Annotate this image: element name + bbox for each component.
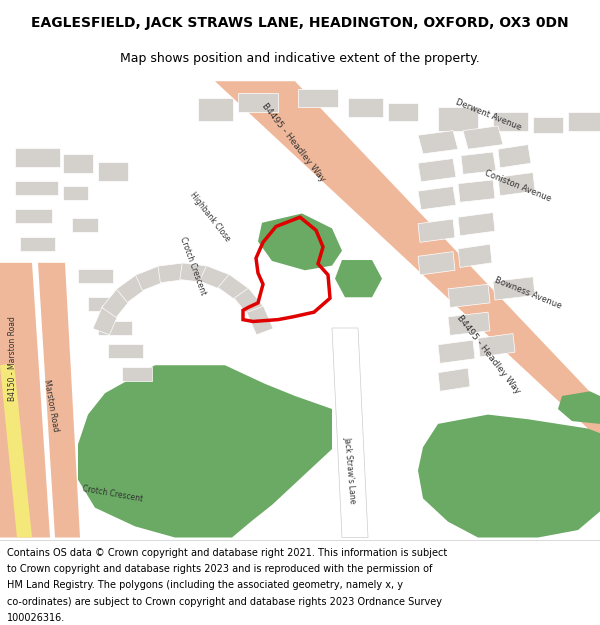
Polygon shape	[335, 260, 382, 298]
Text: Bowness Avenue: Bowness Avenue	[493, 276, 563, 311]
Polygon shape	[215, 81, 600, 440]
Polygon shape	[348, 98, 383, 117]
Polygon shape	[72, 218, 98, 232]
Polygon shape	[258, 214, 342, 270]
Polygon shape	[108, 344, 143, 357]
Polygon shape	[93, 306, 119, 335]
Text: Map shows position and indicative extent of the property.: Map shows position and indicative extent…	[120, 52, 480, 65]
Text: Highbank Close: Highbank Close	[188, 191, 232, 244]
Polygon shape	[247, 306, 273, 335]
Polygon shape	[116, 274, 148, 302]
Polygon shape	[438, 107, 478, 131]
Polygon shape	[418, 414, 600, 538]
Polygon shape	[78, 269, 113, 283]
Polygon shape	[20, 237, 55, 251]
Polygon shape	[533, 117, 563, 133]
Polygon shape	[448, 312, 490, 336]
Polygon shape	[0, 363, 32, 538]
Text: Coniston Avenue: Coniston Avenue	[484, 169, 553, 204]
Polygon shape	[38, 263, 80, 538]
Polygon shape	[63, 186, 88, 199]
Polygon shape	[458, 180, 495, 203]
Polygon shape	[493, 112, 528, 131]
Polygon shape	[98, 162, 128, 181]
Polygon shape	[418, 131, 458, 154]
Text: co-ordinates) are subject to Crown copyright and database rights 2023 Ordnance S: co-ordinates) are subject to Crown copyr…	[7, 596, 442, 606]
Text: Contains OS data © Crown copyright and database right 2021. This information is : Contains OS data © Crown copyright and d…	[7, 548, 448, 558]
Polygon shape	[298, 89, 338, 107]
Polygon shape	[0, 263, 50, 538]
Polygon shape	[15, 209, 52, 222]
Polygon shape	[136, 266, 166, 291]
Polygon shape	[198, 98, 233, 121]
Polygon shape	[498, 173, 535, 196]
Polygon shape	[418, 252, 455, 275]
Polygon shape	[438, 340, 475, 363]
Polygon shape	[63, 154, 93, 173]
Text: 100026316.: 100026316.	[7, 612, 65, 622]
Polygon shape	[418, 186, 456, 210]
Text: HM Land Registry. The polygons (including the associated geometry, namely x, y: HM Land Registry. The polygons (includin…	[7, 581, 403, 591]
Polygon shape	[458, 213, 495, 236]
Polygon shape	[458, 244, 492, 268]
Text: Derwent Avenue: Derwent Avenue	[454, 98, 522, 132]
Polygon shape	[332, 328, 368, 538]
Polygon shape	[478, 334, 515, 357]
Polygon shape	[88, 298, 118, 311]
Polygon shape	[493, 277, 535, 300]
Polygon shape	[218, 274, 250, 302]
Polygon shape	[200, 266, 230, 291]
Text: EAGLESFIELD, JACK STRAWS LANE, HEADINGTON, OXFORD, OX3 0DN: EAGLESFIELD, JACK STRAWS LANE, HEADINGTO…	[31, 16, 569, 30]
Text: Marston Road: Marston Road	[42, 379, 60, 432]
Polygon shape	[234, 288, 264, 318]
Text: Crotch Crescent: Crotch Crescent	[82, 484, 144, 504]
Text: B4495 - Headley Way: B4495 - Headley Way	[455, 313, 521, 395]
Text: B4150 - Marston Road: B4150 - Marston Road	[8, 316, 17, 401]
Text: Jack Straw's Lane: Jack Straw's Lane	[343, 437, 358, 504]
Polygon shape	[448, 284, 490, 308]
Polygon shape	[158, 263, 186, 282]
Text: to Crown copyright and database rights 2023 and is reproduced with the permissio: to Crown copyright and database rights 2…	[7, 564, 433, 574]
Polygon shape	[418, 219, 455, 243]
Polygon shape	[238, 93, 278, 112]
Polygon shape	[438, 368, 470, 391]
Polygon shape	[15, 148, 60, 167]
Polygon shape	[98, 321, 132, 334]
Polygon shape	[102, 288, 132, 318]
Polygon shape	[461, 152, 496, 174]
Polygon shape	[122, 367, 152, 381]
Polygon shape	[78, 365, 332, 538]
Text: Crotch Crescent: Crotch Crescent	[178, 235, 208, 296]
Polygon shape	[15, 181, 58, 195]
Polygon shape	[558, 391, 600, 424]
Polygon shape	[463, 126, 503, 149]
Polygon shape	[388, 102, 418, 121]
Polygon shape	[498, 144, 531, 168]
Polygon shape	[180, 263, 208, 282]
Polygon shape	[568, 112, 600, 131]
Polygon shape	[418, 159, 456, 182]
Text: B4495 - Headley Way: B4495 - Headley Way	[260, 102, 326, 184]
